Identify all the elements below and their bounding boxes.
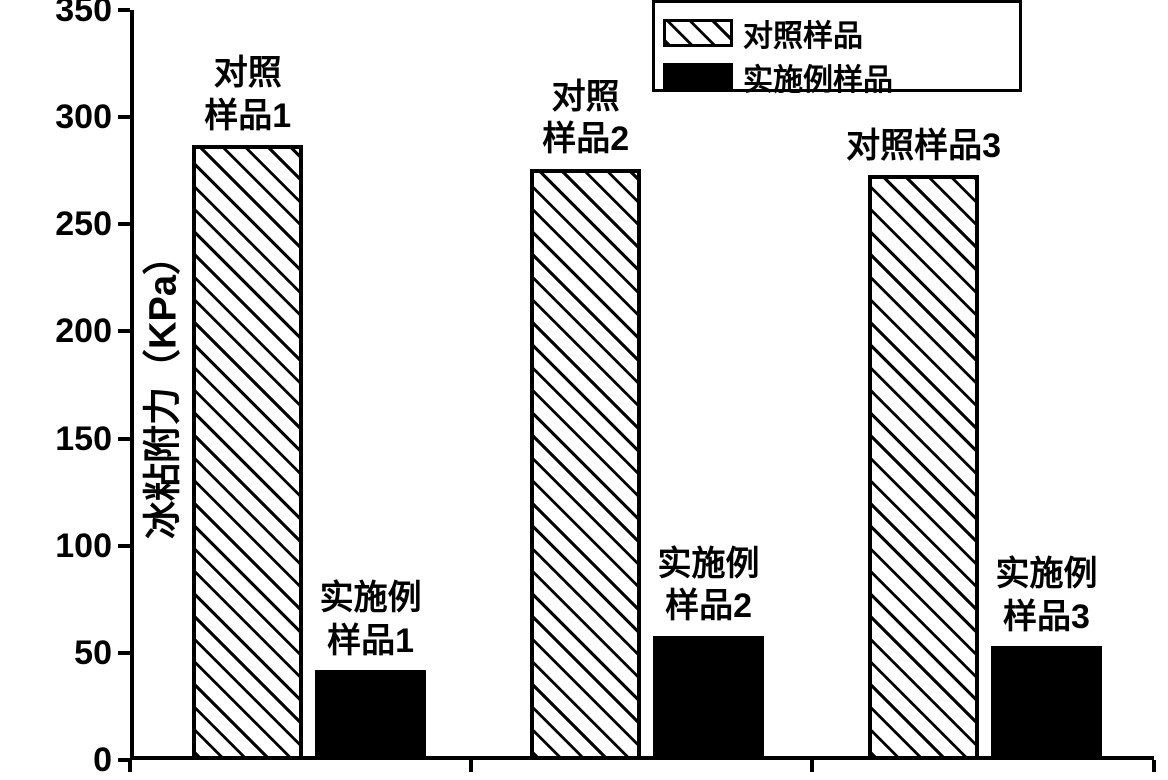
legend-swatch-hatched <box>663 19 733 47</box>
legend: 对照样品实施例样品 <box>652 0 1022 92</box>
legend-item: 实施例样品 <box>663 55 1011 99</box>
y-tick-label: 0 <box>32 741 112 780</box>
y-tick-label: 100 <box>32 527 112 566</box>
y-tick <box>118 651 130 655</box>
legend-swatch-solid <box>663 63 733 91</box>
y-tick-label: 200 <box>32 312 112 351</box>
bar-example <box>991 646 1102 760</box>
y-tick <box>118 437 130 441</box>
y-tick-label: 300 <box>32 98 112 137</box>
y-tick <box>118 115 130 119</box>
bar-control <box>192 145 303 760</box>
bar-label: 对照样品2 <box>496 76 676 161</box>
y-tick-label: 350 <box>32 0 112 30</box>
plot-area: 050100150200250300350对照样品1实施例样品1对照样品2实施例… <box>130 10 1154 760</box>
x-tick <box>469 760 473 772</box>
y-tick <box>118 544 130 548</box>
y-tick-label: 250 <box>32 205 112 244</box>
y-tick <box>118 8 130 12</box>
bar-label: 实施例样品3 <box>956 553 1136 638</box>
bar-label: 对照样品1 <box>158 52 338 137</box>
bar-chart: 冰粘附力（KPa） 050100150200250300350对照样品1实施例样… <box>0 0 1168 776</box>
bar-label: 实施例样品1 <box>281 577 461 662</box>
x-tick <box>128 760 132 772</box>
x-tick <box>810 760 814 772</box>
bar-example <box>315 670 426 760</box>
bar-example <box>653 636 764 760</box>
bar-label: 实施例样品2 <box>619 543 799 628</box>
y-tick-label: 50 <box>32 634 112 673</box>
y-axis-line <box>130 10 134 760</box>
legend-item: 对照样品 <box>663 11 1011 55</box>
legend-label: 对照样品 <box>743 11 863 55</box>
bar-control <box>530 169 641 760</box>
y-tick <box>118 329 130 333</box>
bar-label: 对照样品3 <box>834 125 1014 168</box>
y-tick-label: 150 <box>32 420 112 459</box>
legend-label: 实施例样品 <box>743 55 893 99</box>
bar-control <box>868 175 979 760</box>
x-tick <box>1152 760 1156 772</box>
y-tick <box>118 222 130 226</box>
